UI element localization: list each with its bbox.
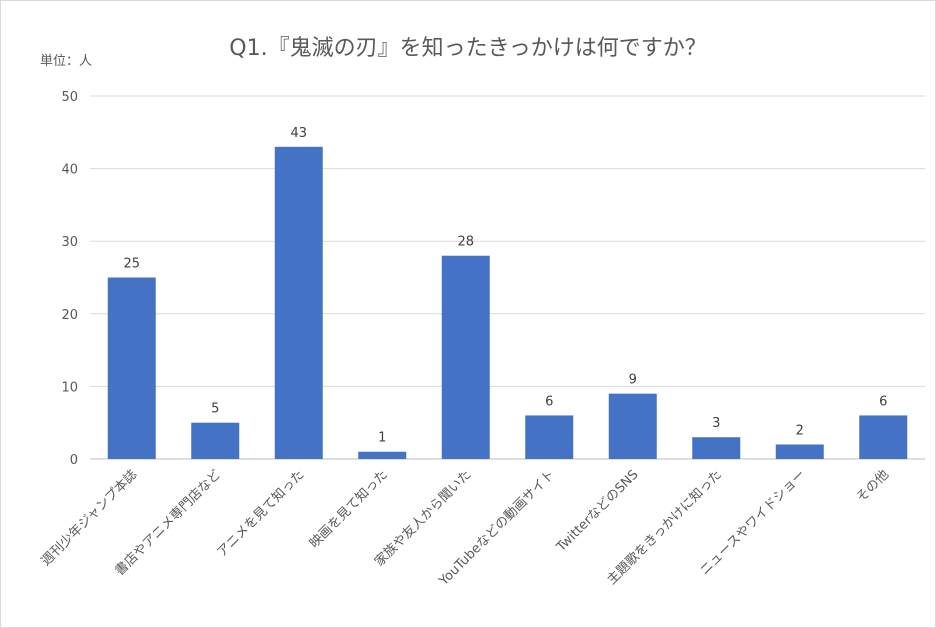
y-tick-label: 0 [70, 453, 78, 468]
y-tick-label: 40 [61, 163, 78, 178]
y-tick-label: 20 [61, 308, 78, 323]
category-label: 映画を見て知った [306, 467, 391, 552]
data-label: 6 [879, 394, 887, 409]
category-label: その他 [854, 467, 892, 505]
data-label: 28 [457, 235, 474, 250]
bar [358, 451, 407, 459]
bar [441, 255, 490, 459]
y-tick-label: 30 [61, 235, 78, 250]
bar [274, 146, 323, 459]
bar [525, 415, 574, 459]
data-label: 3 [712, 416, 720, 431]
data-label: 2 [796, 423, 804, 438]
bar [608, 393, 657, 459]
category-label: TwitterなどのSNS [553, 467, 641, 555]
bar [859, 415, 908, 459]
chart-title: Q1.『鬼滅の刃』を知ったきっかけは何ですか？ [229, 36, 707, 61]
data-label: 25 [123, 257, 140, 272]
data-label: 1 [378, 431, 386, 446]
data-label: 9 [629, 373, 637, 388]
category-label: 週刊少年ジャンプ本誌 [38, 467, 141, 570]
bar [191, 422, 240, 459]
bar [692, 437, 741, 459]
data-label: 6 [545, 394, 553, 409]
y-tick-label: 50 [61, 90, 78, 105]
category-label: アニメを見て知った [214, 467, 308, 561]
data-label: 5 [211, 402, 219, 417]
bar [107, 277, 156, 459]
unit-label: 単位：人 [40, 54, 93, 69]
bar [775, 444, 824, 459]
y-tick-label: 10 [61, 380, 78, 395]
data-label: 43 [290, 126, 307, 141]
